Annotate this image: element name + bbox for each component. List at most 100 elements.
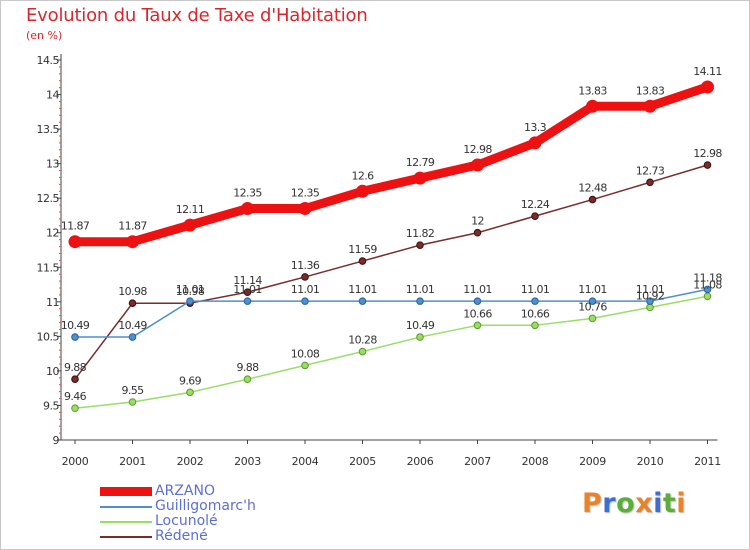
- y-tick-label: 11.5: [37, 261, 60, 274]
- data-label: 9.88: [64, 361, 87, 374]
- x-tick-label: 2004: [292, 455, 319, 468]
- data-label: 11.01: [463, 283, 492, 296]
- data-point: [241, 202, 254, 216]
- x-tick-label: 2002: [177, 455, 204, 468]
- data-label: 12.11: [176, 203, 205, 216]
- data-label: 12.98: [463, 143, 492, 156]
- data-label: 11.59: [348, 243, 377, 256]
- data-point: [186, 388, 194, 397]
- chart-legend: ARZANO Guilligomarc'h Locunolé Rédené: [100, 484, 256, 544]
- legend-swatch: [100, 487, 152, 496]
- y-tick-label: 13.5: [37, 123, 60, 136]
- data-label: 10.28: [348, 334, 377, 347]
- legend-item: Rédené: [100, 529, 256, 544]
- series-line-1: [74, 288, 709, 338]
- data-point: [128, 299, 137, 308]
- legend-label: Guilligomarc'h: [155, 498, 256, 514]
- data-point: [358, 347, 367, 356]
- y-tick-label: 13: [46, 158, 59, 171]
- data-point: [646, 303, 654, 312]
- data-label: 10.76: [578, 300, 607, 313]
- data-point: [531, 212, 539, 220]
- data-label: 12.73: [636, 164, 665, 177]
- data-label: 10.66: [521, 307, 550, 320]
- data-label: 13.3: [524, 121, 547, 134]
- data-label: 11.01: [291, 283, 320, 296]
- data-point: [68, 235, 82, 249]
- y-tick-label: 14: [46, 89, 59, 102]
- data-label: 10.49: [61, 319, 90, 332]
- data-label: 10.66: [463, 307, 492, 320]
- data-point: [471, 158, 484, 172]
- data-label: 11.87: [61, 220, 90, 233]
- data-point: [531, 321, 539, 330]
- data-label: 9.46: [64, 390, 87, 403]
- y-tick-label: 12: [46, 227, 59, 240]
- x-tick-label: 2007: [464, 455, 491, 468]
- y-tick-label: 14.5: [37, 54, 60, 67]
- data-point: [701, 80, 714, 94]
- data-label: 10.98: [176, 285, 205, 298]
- data-label: 11.01: [176, 283, 205, 296]
- data-label: 10.49: [118, 319, 147, 332]
- x-tick-label: 2005: [349, 455, 376, 468]
- data-point: [243, 288, 252, 296]
- data-point: [243, 297, 252, 305]
- x-tick-label: 2008: [522, 455, 549, 468]
- data-label: 11.01: [636, 283, 665, 296]
- data-label: 10.49: [406, 319, 435, 332]
- data-point: [703, 285, 712, 294]
- legend-label: Rédené: [155, 528, 208, 544]
- series-line-0: [70, 82, 712, 247]
- data-label: 12.6: [351, 169, 374, 182]
- legend-item: Guilligomarc'h: [100, 499, 256, 514]
- data-label: 9.55: [121, 384, 144, 397]
- x-tick-label: 2000: [62, 455, 89, 468]
- y-tick-label: 9: [53, 434, 60, 447]
- data-point: [588, 297, 597, 305]
- data-point: [301, 273, 309, 281]
- data-label: 13.83: [578, 84, 607, 97]
- data-point: [243, 375, 252, 384]
- proxiti-logo: Proxiti: [582, 488, 687, 519]
- data-point: [301, 297, 309, 305]
- y-tick-label: 10: [46, 365, 59, 378]
- series-line-2: [74, 295, 709, 409]
- data-point: [473, 321, 482, 330]
- chart-title: Evolution du Taux de Taxe d'Habitation: [26, 5, 368, 26]
- data-label: 11.87: [118, 220, 147, 233]
- data-point: [586, 99, 599, 113]
- data-label: 12.98: [693, 147, 722, 160]
- y-tick-label: 11: [46, 296, 59, 309]
- data-label: 11.08: [693, 278, 722, 291]
- data-point: [183, 218, 197, 232]
- data-label: 11.01: [406, 283, 435, 296]
- data-point: [71, 333, 79, 341]
- data-label: 11.01: [348, 283, 377, 296]
- data-point: [416, 333, 424, 341]
- data-point: [71, 404, 79, 413]
- data-point: [473, 228, 482, 237]
- data-label: 10.92: [636, 289, 665, 302]
- data-point: [301, 361, 309, 370]
- data-label: 11.18: [693, 271, 722, 284]
- data-point: [126, 235, 139, 249]
- data-point: [528, 136, 542, 150]
- data-label: 12: [471, 215, 484, 228]
- legend-swatch: [100, 505, 152, 508]
- legend-label: ARZANO: [155, 483, 215, 499]
- data-label: 11.36: [291, 259, 320, 272]
- legend-label: Locunolé: [155, 513, 218, 529]
- data-label: 11.82: [406, 227, 435, 240]
- data-point: [71, 375, 79, 384]
- x-tick-label: 2010: [637, 455, 664, 468]
- data-label: 10.08: [291, 347, 320, 360]
- y-tick-label: 9.5: [43, 399, 59, 412]
- data-point: [416, 297, 424, 305]
- data-point: [128, 398, 137, 406]
- data-label: 14.11: [693, 65, 722, 78]
- data-point: [588, 195, 597, 204]
- data-label: 11.14: [233, 274, 262, 287]
- data-label: 10.98: [118, 285, 147, 298]
